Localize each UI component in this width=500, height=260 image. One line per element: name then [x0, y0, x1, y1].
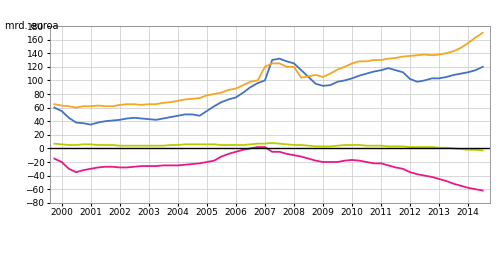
Text: mrd. euroa: mrd. euroa	[5, 21, 59, 31]
